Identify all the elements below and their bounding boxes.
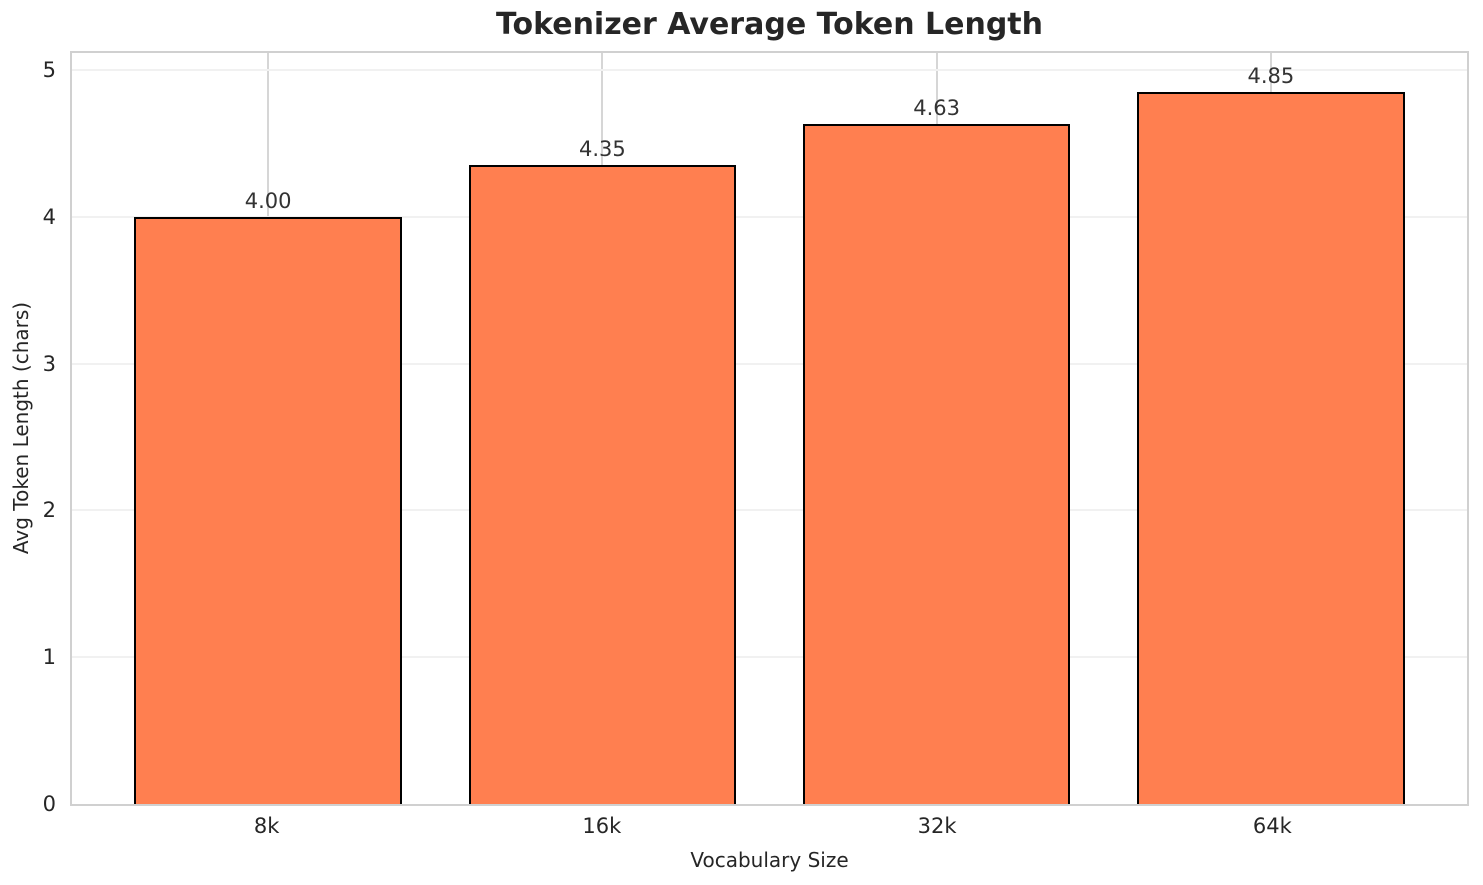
y-tick-label: 5 [42, 57, 56, 82]
y-tick-label: 3 [42, 351, 56, 376]
bar: 4.35 [468, 139, 737, 804]
bar-slot: 4.35 [435, 53, 769, 804]
bars-row: 4.00 4.35 4.63 4.85 [101, 53, 1438, 804]
bar-value-label: 4.35 [578, 137, 626, 162]
x-axis-ticks: 8k 16k 32k 64k [99, 813, 1440, 839]
bar: 4.00 [134, 190, 402, 804]
bar-slot: 4.63 [770, 53, 1104, 804]
y-axis-ticks: 0 1 2 3 4 5 [0, 51, 56, 816]
chart-title: Tokenizer Average Token Length [495, 7, 1043, 42]
y-tick-label: 1 [42, 645, 56, 670]
gridline-horizontal [72, 362, 1467, 365]
gridline-horizontal [72, 656, 1467, 659]
bar-value-label: 4.85 [1247, 63, 1295, 88]
bar-slot: 4.85 [1104, 53, 1438, 804]
x-tick-label: 16k [582, 814, 622, 838]
y-tick-label: 4 [42, 204, 56, 229]
x-tick-label: 64k [1252, 814, 1292, 838]
bar-slot: 4.00 [101, 53, 435, 804]
y-tick-label: 2 [42, 498, 56, 523]
bar-value-label: 4.00 [244, 188, 292, 213]
bar-value-label: 4.63 [913, 96, 960, 121]
gridline-horizontal [72, 215, 1467, 218]
x-tick-label: 8k [253, 814, 280, 838]
x-axis-label: Vocabulary Size [690, 848, 849, 872]
y-tick-label: 0 [42, 792, 56, 816]
plot-area: 4.00 4.35 4.63 4.85 [70, 51, 1469, 806]
gridline-horizontal [72, 509, 1467, 512]
bar: 4.63 [802, 98, 1071, 804]
x-tick-label: 32k [917, 814, 957, 838]
gridline-horizontal [72, 68, 1467, 71]
bar: 4.85 [1137, 65, 1405, 804]
